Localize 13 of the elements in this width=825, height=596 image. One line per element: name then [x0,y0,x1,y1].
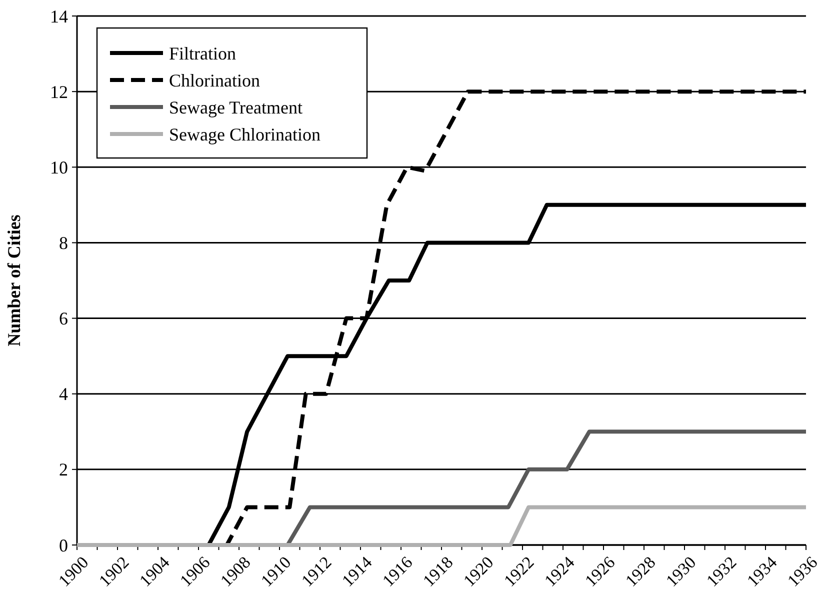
y-tick-label: 14 [50,6,68,26]
y-tick-label: 10 [50,157,68,178]
legend-label: Filtration [169,43,236,64]
y-axis-title: Number of Cities [4,214,24,346]
y-tick-label: 12 [50,82,68,102]
y-tick-label: 6 [59,308,68,329]
legend-label: Chlorination [169,70,260,90]
y-tick-label: 0 [59,535,68,556]
y-tick-label: 4 [59,384,68,404]
legend-label: Sewage Treatment [169,97,302,118]
y-tick-label: 2 [59,460,68,480]
legend-label: Sewage Chlorination [169,124,320,144]
y-tick-label: 8 [59,233,68,254]
